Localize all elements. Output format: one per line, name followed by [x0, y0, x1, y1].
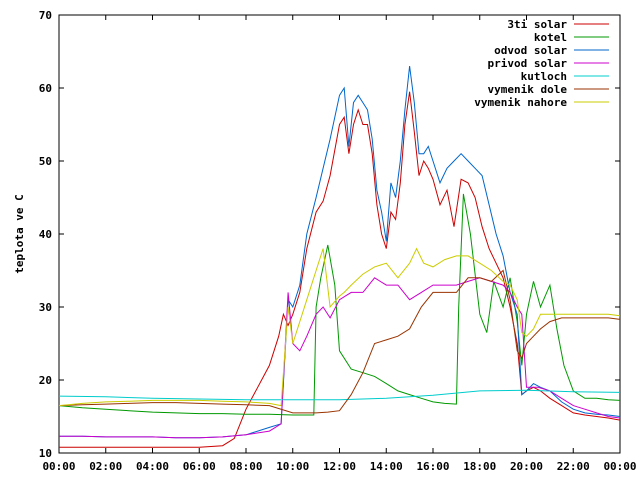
series-line-vymenik-dole	[58, 269, 621, 414]
y-tick-label: 30	[39, 301, 52, 314]
series-line-kutloch	[58, 389, 621, 401]
legend-label-privod-solar: privod solar	[488, 57, 568, 70]
series-line-privod-solar	[59, 277, 621, 439]
y-tick-label: 70	[39, 9, 52, 22]
x-tick-label: 20:00	[510, 460, 543, 473]
legend-label-odvod-solar: odvod solar	[494, 44, 567, 57]
x-tick-label: 00:00	[42, 460, 75, 473]
legend-label-kutloch: kutloch	[521, 70, 567, 83]
y-tick-label: 10	[39, 447, 52, 460]
series-lines	[58, 66, 621, 448]
x-tick-label: 14:00	[370, 460, 403, 473]
legend-label-vymenik-dole: vymenik dole	[488, 83, 568, 96]
y-tick-label: 40	[39, 228, 52, 241]
x-tick-label: 22:00	[557, 460, 590, 473]
y-tick-label: 20	[39, 374, 52, 387]
series-line-vymenik-nahore	[58, 247, 621, 407]
series-line-3ti-solar	[59, 91, 621, 448]
series-line-kotel	[58, 193, 621, 416]
x-tick-label: 08:00	[229, 460, 262, 473]
legend-label-kotel: kotel	[534, 31, 567, 44]
x-tick-label: 06:00	[183, 460, 216, 473]
legend-label-3ti-solar: 3ti solar	[507, 18, 567, 31]
x-tick-label: 10:00	[276, 460, 309, 473]
x-tick-label: 18:00	[463, 460, 496, 473]
x-tick-label: 02:00	[89, 460, 122, 473]
legend-label-vymenik-nahore: vymenik nahore	[474, 96, 567, 109]
y-tick-label: 50	[39, 155, 52, 168]
series-line-odvod-solar	[59, 66, 621, 439]
x-tick-label: 16:00	[416, 460, 449, 473]
x-tick-label: 00:00	[603, 460, 636, 473]
x-tick-label: 12:00	[323, 460, 356, 473]
y-tick-label: 60	[39, 82, 52, 95]
x-tick-label: 04:00	[136, 460, 169, 473]
y-axis-label: teplota ve C	[13, 194, 26, 273]
x-axis: 00:00 02:00 04:00 06:00 08:00 10:00 12:00 14:00…	[42, 15, 637, 473]
y-axis: 10 20 30 40 50 60 70	[39, 9, 620, 460]
